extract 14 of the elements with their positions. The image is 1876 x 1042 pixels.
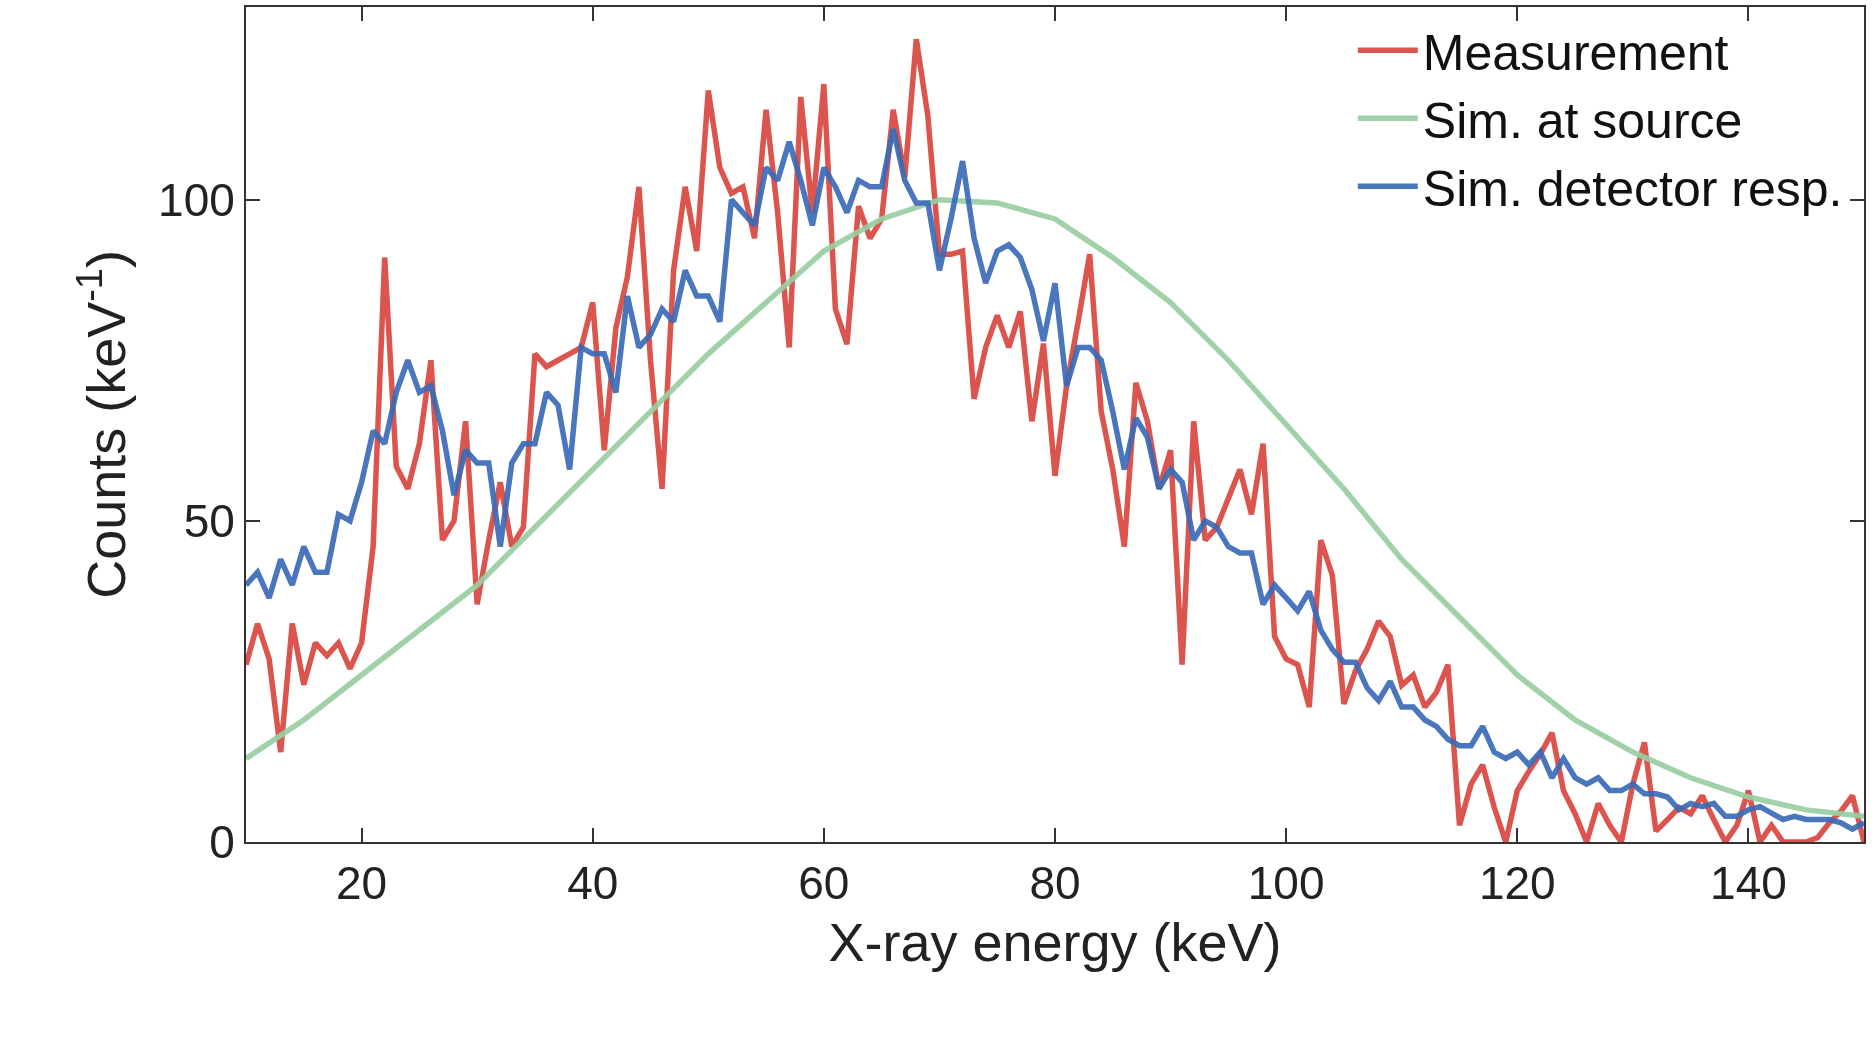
x-tick-label: 20 [335,857,388,910]
x-tick-label: 40 [567,857,619,910]
x-tick-label: 120 [1478,857,1556,910]
legend-label: Sim. detector resp. [1422,160,1843,217]
x-axis-title: X-ray energy (keV) [828,912,1282,972]
y-tick-label: 50 [183,494,235,547]
x-tick-label: 140 [1710,857,1787,910]
legend-label: Measurement [1422,24,1729,81]
x-tick-label: 60 [798,857,850,910]
legend-label: Sim. at source [1422,92,1743,149]
y-tick-label: 0 [209,816,235,869]
x-tick-label: 100 [1247,857,1325,910]
y-tick-label: 100 [158,173,235,226]
x-tick-label: 80 [1029,857,1081,910]
